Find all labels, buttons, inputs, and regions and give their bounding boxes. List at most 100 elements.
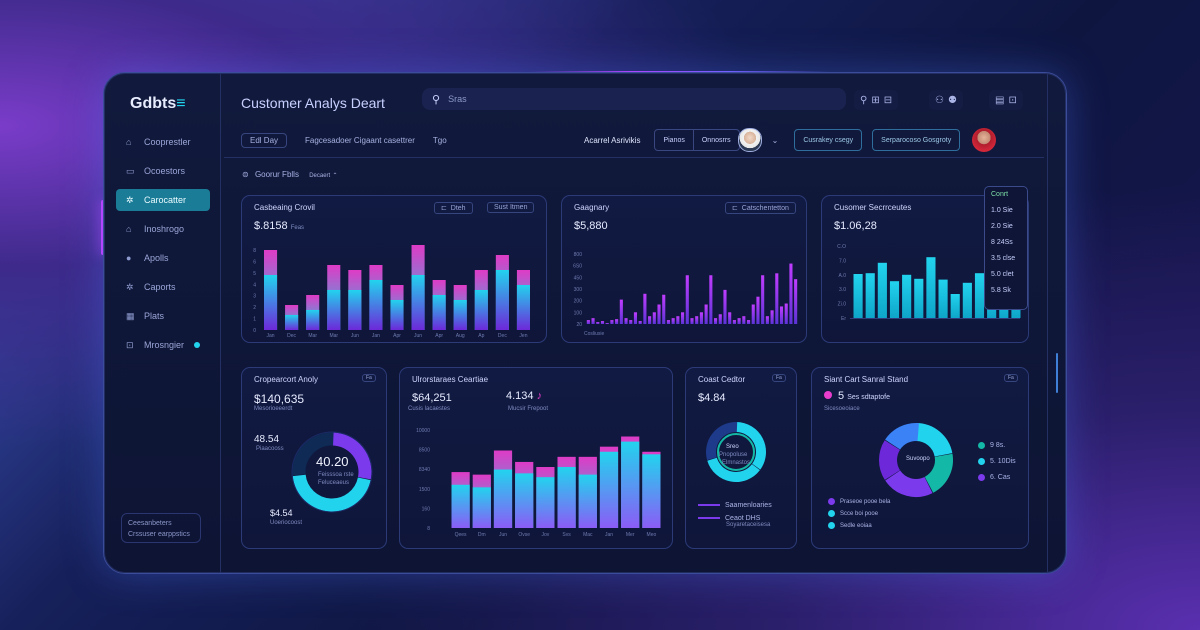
bar[interactable] — [784, 303, 788, 324]
bar-segment[interactable] — [516, 285, 530, 330]
bar[interactable] — [671, 318, 675, 324]
segment-chip[interactable]: Fagcesadoer Cigaant casettrer — [305, 135, 415, 145]
popover-item[interactable]: 3.5 clse — [991, 255, 1016, 262]
list-icon[interactable]: ⊟ — [883, 94, 893, 106]
app-logo[interactable]: Gdbts≡ — [130, 95, 186, 112]
card-menu-tag[interactable]: Fa — [772, 374, 786, 382]
bar[interactable] — [865, 273, 875, 318]
bar[interactable] — [877, 262, 887, 318]
sidebar-footer-card[interactable]: Ceesanbeters Crssuser earppstics — [121, 513, 201, 543]
bar[interactable] — [853, 274, 863, 318]
sidebar-item-carocatter[interactable]: ✲ Carocatter — [116, 189, 210, 211]
bar[interactable] — [681, 312, 685, 324]
bar-segment[interactable] — [536, 477, 555, 528]
bar-segment[interactable] — [621, 441, 640, 528]
bar[interactable] — [615, 319, 619, 324]
sidebar-item-cooprestler[interactable]: ⌂ Cooprestler — [116, 131, 210, 153]
bar[interactable] — [770, 310, 774, 324]
bar[interactable] — [600, 321, 605, 324]
bar-segment[interactable] — [642, 454, 661, 528]
popover-item[interactable]: 5.0 clet — [991, 271, 1014, 278]
bar[interactable] — [914, 278, 924, 318]
filter-tag[interactable]: ⊏ Catschentetton — [725, 202, 796, 214]
donut-slice[interactable] — [735, 422, 766, 470]
bar[interactable] — [756, 296, 760, 324]
bar[interactable] — [718, 314, 722, 324]
sidebar-item-inoshrogo[interactable]: ⌂ Inoshrogo — [116, 218, 210, 240]
chevron-down-icon[interactable]: ⌄ — [771, 135, 779, 145]
bar[interactable] — [610, 320, 614, 324]
filters-bar[interactable]: ⊜ Goorur Fblls Decaert ⌃ — [242, 170, 337, 179]
filter-tag[interactable]: ⊏ Dteh — [434, 202, 473, 214]
owners-button[interactable]: Onnosrrs — [693, 129, 740, 151]
sidebar-item-caports[interactable]: ✲ Caports — [116, 276, 210, 298]
bar[interactable] — [732, 320, 736, 324]
bar[interactable] — [638, 321, 642, 324]
user-avatar[interactable] — [972, 128, 997, 152]
popover-item[interactable]: 5.8 Sk — [991, 287, 1011, 294]
bar-segment[interactable] — [432, 295, 446, 330]
users-icon[interactable]: ⚇ — [935, 94, 944, 106]
sidebar-item-ocoestors[interactable]: ▭ Ocoestors — [116, 160, 210, 182]
bar[interactable] — [742, 316, 746, 324]
sort-tag[interactable]: Sust Itmen — [487, 202, 535, 213]
bar-segment[interactable] — [599, 451, 619, 528]
action-button-1[interactable]: Cusrakey csegy — [794, 129, 863, 151]
bar-segment[interactable] — [515, 473, 534, 528]
bar[interactable] — [938, 279, 948, 318]
sidebar-item-plats[interactable]: ▦ Plats — [116, 305, 210, 327]
bar[interactable] — [950, 294, 960, 318]
bar[interactable] — [695, 316, 699, 324]
bar[interactable] — [591, 318, 595, 324]
bar[interactable] — [728, 312, 732, 324]
bar[interactable] — [974, 273, 985, 318]
bar-segment[interactable] — [348, 290, 362, 330]
card-menu-tag[interactable]: Fa — [362, 374, 376, 382]
date-range-chip[interactable]: Edl Day — [241, 132, 288, 148]
grid-icon[interactable]: ⊞ — [871, 94, 880, 106]
bar[interactable] — [779, 306, 784, 324]
bar-segment[interactable] — [306, 310, 320, 330]
bar-segment[interactable] — [495, 270, 509, 330]
bar[interactable] — [926, 257, 936, 318]
bar[interactable] — [685, 275, 689, 324]
bar-segment[interactable] — [369, 280, 383, 330]
donut-slice[interactable] — [879, 440, 901, 480]
bar[interactable] — [586, 320, 590, 324]
vertical-scrollbar[interactable] — [1047, 73, 1066, 573]
bar[interactable] — [775, 273, 779, 324]
bar[interactable] — [889, 281, 900, 318]
bar[interactable] — [619, 299, 623, 324]
donut-slice[interactable] — [885, 423, 919, 451]
bar[interactable] — [746, 320, 751, 324]
donut-slice[interactable] — [706, 422, 738, 461]
bar-segment[interactable] — [285, 315, 299, 330]
bar[interactable] — [624, 318, 628, 324]
avatar[interactable] — [737, 128, 762, 152]
donut-slice[interactable] — [885, 470, 933, 497]
table-icon[interactable]: ▤ — [995, 94, 1005, 106]
zoom-icon[interactable]: ⚲ — [860, 94, 868, 106]
action-button-2[interactable]: Serparocoso Gosgroty — [872, 129, 961, 151]
bar-segment[interactable] — [411, 275, 425, 330]
bar[interactable] — [690, 318, 694, 324]
bar[interactable] — [789, 263, 793, 324]
bar[interactable] — [629, 320, 633, 324]
bar[interactable] — [652, 312, 656, 324]
bar-segment[interactable] — [472, 487, 491, 528]
bar[interactable] — [648, 316, 652, 324]
tag-chip[interactable]: Tgo — [432, 135, 447, 145]
bar-segment[interactable] — [264, 275, 278, 330]
bar[interactable] — [765, 316, 769, 324]
bar[interactable] — [751, 304, 755, 325]
donut-slice[interactable] — [924, 453, 953, 493]
bar[interactable] — [761, 275, 765, 324]
bar[interactable] — [596, 322, 600, 324]
bar[interactable] — [643, 293, 647, 324]
bar[interactable] — [962, 282, 972, 318]
popover-item[interactable]: 8 24Ss — [991, 239, 1013, 246]
bar[interactable] — [633, 312, 638, 324]
popover-item[interactable]: 2.0 Sie — [991, 223, 1013, 230]
donut-slice[interactable] — [331, 432, 372, 480]
segment-popover[interactable]: Conrt 1.0 Sie 2.0 Sie 8 24Ss 3.5 clse 5.0 cle… — [984, 186, 1028, 310]
